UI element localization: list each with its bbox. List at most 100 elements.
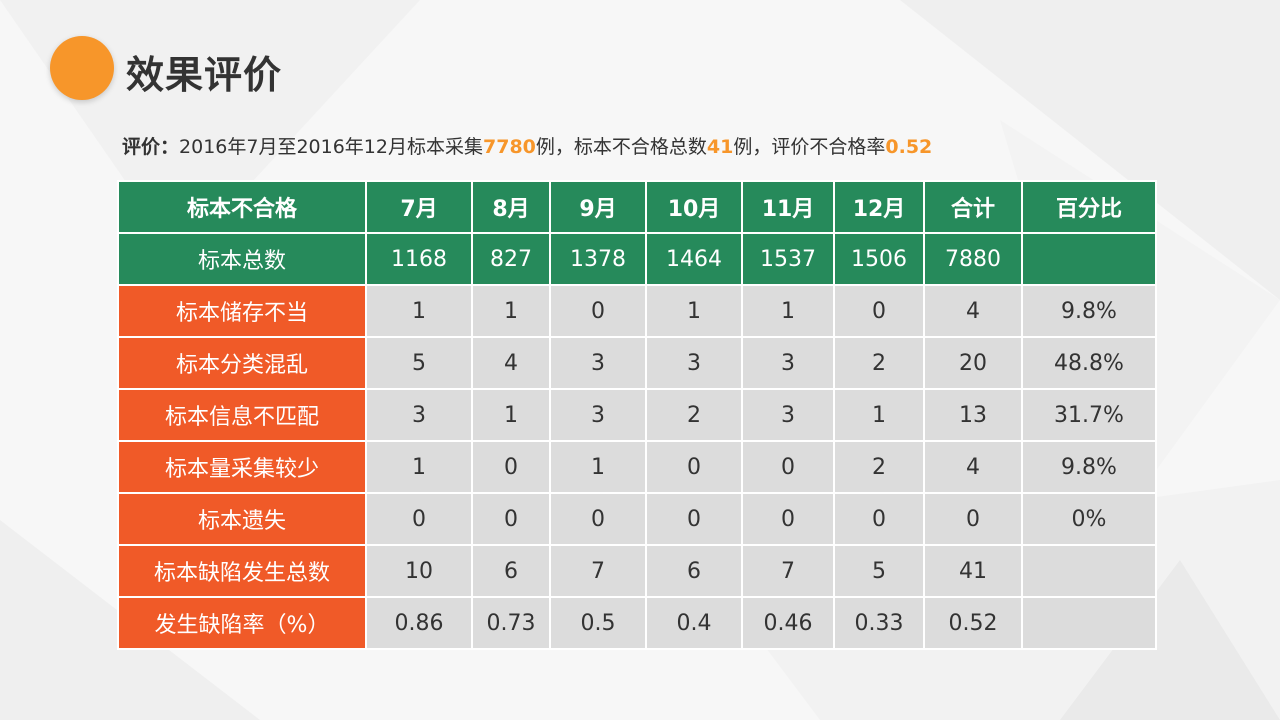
table-cell: 1: [645, 284, 743, 338]
table-cell: 1: [741, 284, 835, 338]
table-cell: 3: [365, 388, 473, 442]
row-label: 标本量采集较少: [117, 440, 367, 494]
table-count-row: 标本总数 1168 827 1378 1464 1537 1506 7880: [117, 232, 1157, 286]
table-cell: 0.52: [923, 596, 1023, 650]
table-cell: 0: [833, 492, 925, 546]
header-cell: 9月: [549, 180, 647, 234]
table-cell: 0: [471, 492, 551, 546]
table-cell: 1464: [645, 232, 743, 286]
table-cell: 5: [833, 544, 925, 598]
table-cell: 7880: [923, 232, 1023, 286]
table-cell: [1021, 596, 1157, 650]
table-cell: 0: [741, 440, 835, 494]
table-cell: 3: [549, 336, 647, 390]
table-cell: 13: [923, 388, 1023, 442]
table-cell: 31.7%: [1021, 388, 1157, 442]
table-cell: 0: [471, 440, 551, 494]
table-row: 标本信息不匹配 3 1 3 2 3 1 13 31.7%: [117, 388, 1157, 442]
row-label: 标本分类混乱: [117, 336, 367, 390]
summary-text-2: 例，标本不合格总数: [535, 136, 707, 158]
table-cell: 0.4: [645, 596, 743, 650]
header-cell: 标本不合格: [117, 180, 367, 234]
table-cell: 0: [833, 284, 925, 338]
table-row: 发生缺陷率（%） 0.86 0.73 0.5 0.4 0.46 0.33 0.5…: [117, 596, 1157, 650]
table-cell: 1: [471, 388, 551, 442]
table-row: 标本遗失 0 0 0 0 0 0 0 0%: [117, 492, 1157, 546]
table-cell: 9.8%: [1021, 440, 1157, 494]
row-label: 标本储存不当: [117, 284, 367, 338]
summary-text-1: 2016年7月至2016年12月标本采集: [179, 136, 483, 158]
table-cell: 1: [365, 284, 473, 338]
summary-rate: 0.52: [885, 136, 933, 158]
table-cell: 0.73: [471, 596, 551, 650]
header-cell: 12月: [833, 180, 925, 234]
table-cell: 0.33: [833, 596, 925, 650]
table-row: 标本量采集较少 1 0 1 0 0 2 4 9.8%: [117, 440, 1157, 494]
table-cell: 4: [923, 284, 1023, 338]
table-cell: 3: [645, 336, 743, 390]
table-cell: 3: [549, 388, 647, 442]
table-cell: 41: [923, 544, 1023, 598]
summary-text-3: 例，评价不合格率: [733, 136, 886, 158]
table-cell: 4: [471, 336, 551, 390]
table-cell: 1506: [833, 232, 925, 286]
row-label: 标本遗失: [117, 492, 367, 546]
table-cell: 3: [741, 336, 835, 390]
row-label: 标本缺陷发生总数: [117, 544, 367, 598]
table-cell: 0: [549, 284, 647, 338]
table-cell: [1021, 232, 1157, 286]
table-cell: 6: [645, 544, 743, 598]
table-cell: 10: [365, 544, 473, 598]
table-cell: 2: [645, 388, 743, 442]
table-row: 标本储存不当 1 1 0 1 1 0 4 9.8%: [117, 284, 1157, 338]
table-cell: 1: [549, 440, 647, 494]
header-cell: 合计: [923, 180, 1023, 234]
table-cell: 9.8%: [1021, 284, 1157, 338]
table-cell: 7: [741, 544, 835, 598]
table-row: 标本分类混乱 5 4 3 3 3 2 20 48.8%: [117, 336, 1157, 390]
table-cell: 0.86: [365, 596, 473, 650]
table-cell: 1: [471, 284, 551, 338]
table-cell: 0.5: [549, 596, 647, 650]
summary-line: 评价：2016年7月至2016年12月标本采集7780例，标本不合格总数41例，…: [122, 132, 932, 159]
page-title: 效果评价: [126, 53, 283, 97]
table-cell: 1378: [549, 232, 647, 286]
header-cell: 百分比: [1021, 180, 1157, 234]
table-cell: 0%: [1021, 492, 1157, 546]
table-cell: 7: [549, 544, 647, 598]
table-cell: 0: [923, 492, 1023, 546]
table-cell: 1537: [741, 232, 835, 286]
table-cell: 20: [923, 336, 1023, 390]
table-cell: 0.46: [741, 596, 835, 650]
table-cell: 6: [471, 544, 551, 598]
table-cell: 0: [645, 440, 743, 494]
summary-failed: 41: [706, 136, 734, 158]
table-cell: 1168: [365, 232, 473, 286]
table-cell: 5: [365, 336, 473, 390]
table-cell: 1: [833, 388, 925, 442]
evaluation-table: 标本不合格 7月 8月 9月 10月 11月 12月 合计 百分比 标本总数 1…: [117, 180, 1157, 650]
table-cell: [1021, 544, 1157, 598]
table-cell: 2: [833, 336, 925, 390]
summary-samples: 7780: [483, 136, 536, 158]
table-cell: 4: [923, 440, 1023, 494]
table-cell: 1: [365, 440, 473, 494]
table-cell: 0: [741, 492, 835, 546]
table-cell: 0: [365, 492, 473, 546]
table-cell: 0: [645, 492, 743, 546]
header-cell: 7月: [365, 180, 473, 234]
row-label: 标本信息不匹配: [117, 388, 367, 442]
title-circle-icon: [50, 36, 114, 100]
table-cell: 标本总数: [117, 232, 367, 286]
header-cell: 10月: [645, 180, 743, 234]
table-cell: 0: [549, 492, 647, 546]
row-label: 发生缺陷率（%）: [117, 596, 367, 650]
table-cell: 2: [833, 440, 925, 494]
table-header-row: 标本不合格 7月 8月 9月 10月 11月 12月 合计 百分比: [117, 180, 1157, 234]
table-cell: 827: [471, 232, 551, 286]
table-cell: 48.8%: [1021, 336, 1157, 390]
table-row: 标本缺陷发生总数 10 6 7 6 7 5 41: [117, 544, 1157, 598]
header-cell: 11月: [741, 180, 835, 234]
summary-label: 评价：: [122, 136, 180, 158]
table-cell: 3: [741, 388, 835, 442]
